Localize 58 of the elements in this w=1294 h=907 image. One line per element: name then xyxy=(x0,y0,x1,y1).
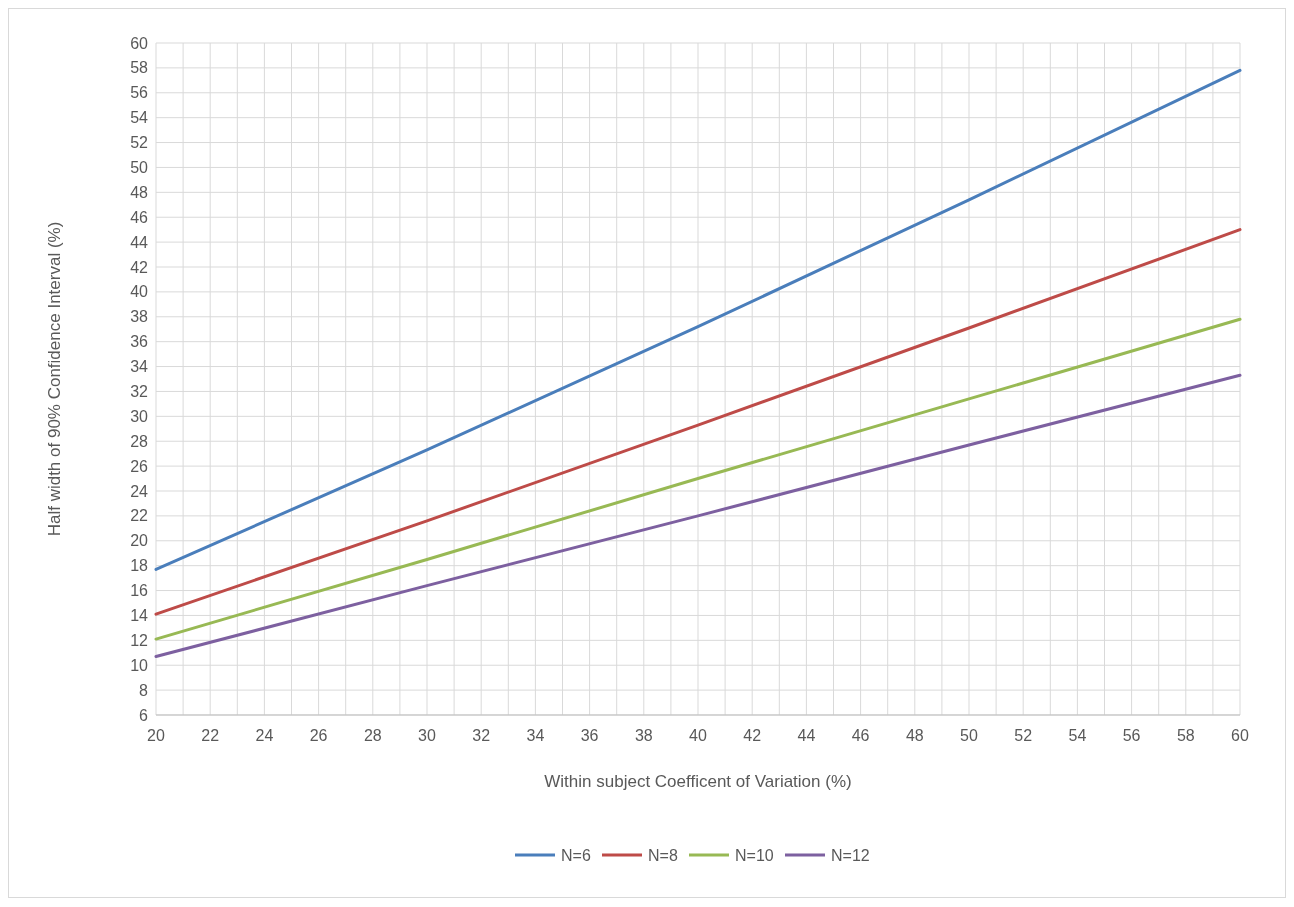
x-tick-label: 54 xyxy=(1068,727,1087,744)
y-tick-label: 32 xyxy=(130,383,149,401)
y-tick-label: 34 xyxy=(130,358,149,376)
legend-label: N=12 xyxy=(831,846,870,864)
y-tick-label: 36 xyxy=(130,333,149,351)
line-series xyxy=(154,373,1242,659)
x-tick-label: 48 xyxy=(905,727,924,744)
y-tick-label: 18 xyxy=(130,557,149,575)
x-tick-label: 36 xyxy=(580,727,599,744)
y-tick-label: 56 xyxy=(130,84,149,102)
y-tick-label: 44 xyxy=(130,233,149,251)
y-tick-label: 14 xyxy=(130,607,149,625)
y-tick-label: 28 xyxy=(130,432,149,450)
y-tick-label: 46 xyxy=(130,208,149,226)
y-tick-label: 30 xyxy=(130,407,149,425)
x-tick-label: 56 xyxy=(1122,727,1141,744)
y-tick-label: 24 xyxy=(130,482,149,500)
x-tick-label: 30 xyxy=(418,727,436,744)
y-tick-label: 48 xyxy=(130,183,149,201)
y-tick-label: 60 xyxy=(130,34,149,52)
x-axis-title: Within subject Coefficent of Variation (%) xyxy=(544,772,852,791)
legend-label: N=10 xyxy=(735,846,774,864)
legend-label: N=8 xyxy=(648,846,678,864)
y-axis-title: Half width of 90% Confidence Interval (%) xyxy=(45,221,64,537)
x-tick-label: 52 xyxy=(1014,727,1033,744)
x-tick-label: 24 xyxy=(255,727,274,744)
y-tick-label: 8 xyxy=(139,681,149,699)
x-tick-label: 28 xyxy=(363,727,382,744)
x-tick-label: 40 xyxy=(689,727,707,744)
y-tick-label: 50 xyxy=(130,159,149,177)
line-series xyxy=(154,228,1242,616)
x-tick-label: 38 xyxy=(634,727,653,744)
x-tick-label: 46 xyxy=(851,727,870,744)
y-tick-label: 52 xyxy=(130,134,149,152)
y-tick-label: 20 xyxy=(130,532,149,550)
y-tick-label: 10 xyxy=(130,656,149,674)
x-tick-label: 44 xyxy=(797,727,816,744)
line-series xyxy=(154,317,1242,641)
x-tick-label: 34 xyxy=(526,727,545,744)
x-tick-label: 42 xyxy=(743,727,762,744)
line-series xyxy=(154,68,1242,571)
y-tick-label: 40 xyxy=(130,283,149,301)
x-tick-label: 26 xyxy=(309,727,328,744)
y-tick-label: 16 xyxy=(130,582,149,600)
y-tick-label: 6 xyxy=(139,706,149,724)
y-tick-label: 22 xyxy=(130,507,149,525)
y-tick-label: 58 xyxy=(130,59,149,77)
y-tick-label: 12 xyxy=(130,631,149,649)
y-tick-label: 38 xyxy=(130,308,149,326)
x-tick-label: 32 xyxy=(472,727,491,744)
legend-label: N=6 xyxy=(561,846,591,864)
x-tick-label: 60 xyxy=(1231,727,1249,744)
y-tick-label: 26 xyxy=(130,457,149,475)
y-tick-label: 54 xyxy=(130,109,149,127)
x-tick-label: 50 xyxy=(960,727,978,744)
y-tick-label: 42 xyxy=(130,258,149,276)
x-tick-label: 22 xyxy=(201,727,220,744)
x-tick-label: 58 xyxy=(1176,727,1195,744)
